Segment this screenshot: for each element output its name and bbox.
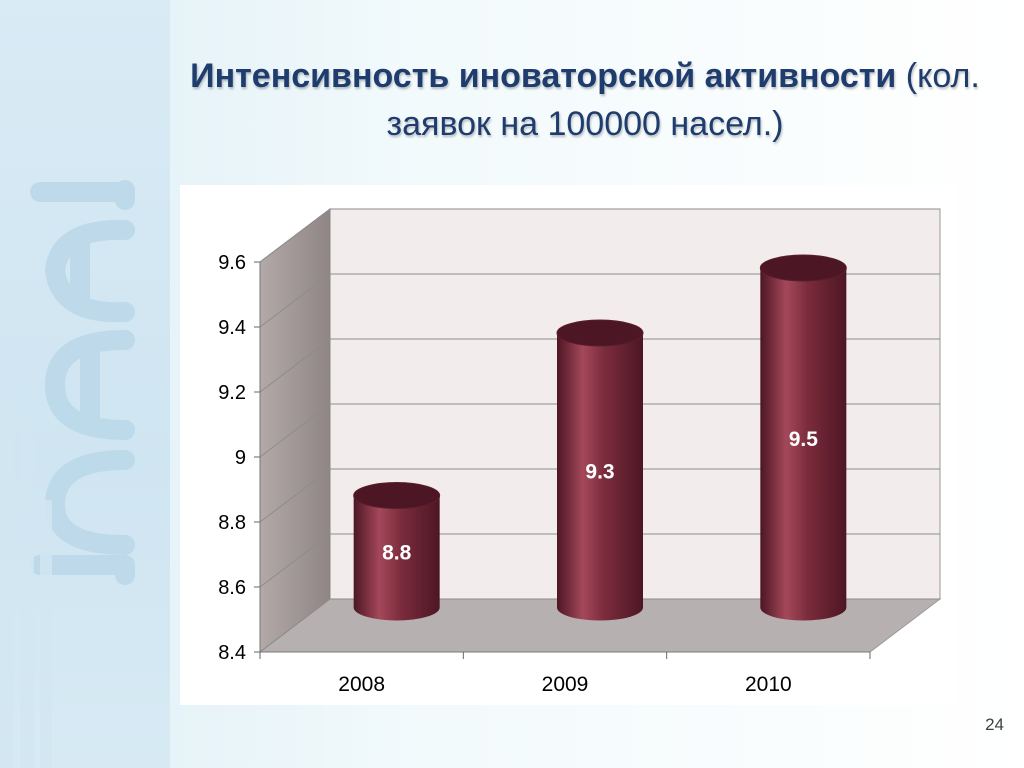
bar-top-2008 <box>353 482 441 509</box>
gridline <box>259 403 940 458</box>
x-tick-label-2010: 2010 <box>745 673 792 696</box>
y-tick-label: 8.6 <box>218 577 246 599</box>
bar-chart: 8.4 8.6 8.8 9 9.2 9.4 9.6 8.8 2008 9.3 2009 9.5 2010 <box>218 207 942 696</box>
data-label-2009: 9.3 <box>585 460 614 483</box>
bar-2009 <box>557 333 643 621</box>
y-tick-label: 9.6 <box>218 252 246 274</box>
title-bold: Интенсивность иноваторской активности <box>190 57 897 95</box>
side-logo-panel <box>0 0 170 768</box>
bar-top-2009 <box>556 319 644 347</box>
slide-title: Интенсивность иноваторской активности (к… <box>180 52 990 148</box>
x-tick-label-2009: 2009 <box>542 673 589 696</box>
gridline <box>259 598 940 653</box>
y-tick-label: 9 <box>235 447 246 469</box>
y-tick-label: 8.4 <box>218 642 246 664</box>
y-tick-label: 8.8 <box>218 512 246 534</box>
title-normal: (кол. заявок на 100000 насел.) <box>386 57 980 143</box>
y-tick-label: 9.2 <box>218 382 246 404</box>
data-label-2008: 8.8 <box>382 542 412 565</box>
x-tick-label-2008: 2008 <box>338 673 385 696</box>
gridline <box>259 273 940 328</box>
gridline <box>259 468 940 523</box>
chart-panel: 8.4 8.6 8.8 9 9.2 9.4 9.6 8.8 2008 9.3 2009 9.5 2010 <box>180 185 957 705</box>
page-number: 24 <box>985 715 1004 734</box>
gridline <box>259 533 940 588</box>
bar-top-2010 <box>759 254 847 282</box>
data-label-2010: 9.5 <box>789 428 819 451</box>
y-tick-label: 9.4 <box>218 317 246 339</box>
bar-2010 <box>760 268 847 621</box>
gridline <box>259 208 940 263</box>
decorative-logo-icon <box>0 180 135 768</box>
gridline <box>259 338 940 393</box>
bar-2008 <box>353 495 440 621</box>
